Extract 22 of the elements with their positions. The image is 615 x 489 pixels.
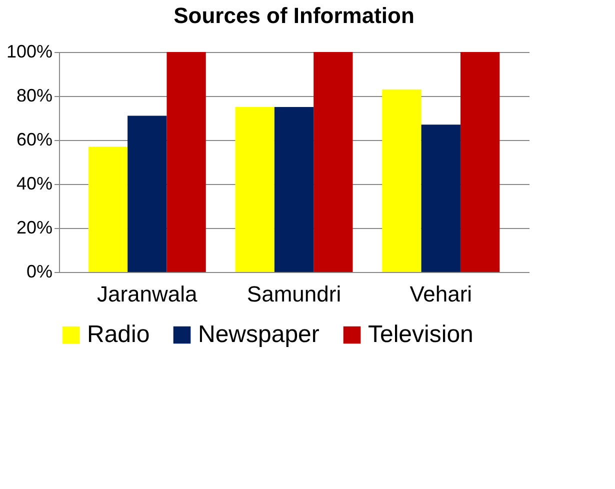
y-tick-label: 20% (16, 218, 52, 238)
y-tick-label: 60% (16, 130, 52, 150)
legend-label: Television (368, 321, 474, 348)
y-tick-label: 100% (6, 42, 52, 62)
bar (460, 52, 500, 272)
x-tick-label: Vehari (410, 282, 472, 306)
x-tick-label: Jaranwala (96, 282, 198, 306)
bar (235, 107, 274, 272)
chart-title: Sources of Information (174, 3, 414, 28)
bar (314, 52, 353, 272)
bar (128, 116, 167, 272)
legend-label: Radio (87, 321, 150, 348)
y-tick-label: 80% (16, 86, 52, 106)
y-tick-label: 0% (26, 262, 52, 282)
bar (88, 146, 128, 272)
bar (421, 124, 460, 272)
x-tick-label: Samundri (246, 282, 342, 306)
bar (166, 52, 206, 272)
legend-label: Newspaper (198, 321, 320, 348)
bar (382, 89, 422, 272)
y-tick-label: 40% (16, 174, 52, 194)
bar (274, 107, 314, 272)
